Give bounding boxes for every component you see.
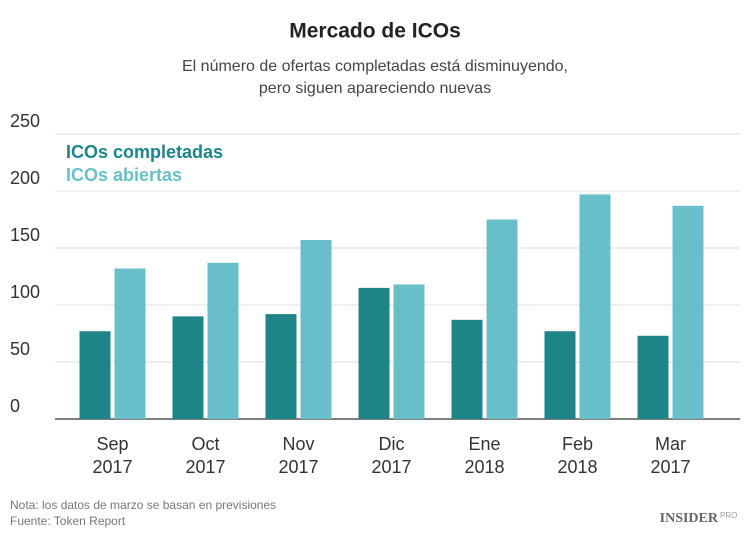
- bar: [265, 314, 297, 419]
- y-tick-label: 0: [10, 396, 20, 416]
- bar: [358, 287, 390, 419]
- chart-title: Mercado de ICOs: [289, 20, 461, 43]
- legend-label: ICOs completadas: [66, 142, 223, 162]
- bar: [486, 219, 518, 419]
- x-tick-label: Feb 2018: [557, 434, 597, 477]
- bar: [172, 316, 204, 419]
- bar: [79, 331, 111, 419]
- bar: [393, 284, 425, 419]
- note: Nota: los datos de marzo se basan en pre…: [10, 498, 276, 512]
- x-tick-label: Sep 2017: [92, 434, 132, 477]
- y-tick-label: 150: [10, 225, 40, 245]
- bar: [451, 319, 483, 419]
- legend-label: ICOs abiertas: [66, 165, 182, 185]
- y-tick-label: 100: [10, 282, 40, 302]
- x-tick-label: Nov 2017: [278, 434, 318, 477]
- chart-subtitle: El número de ofertas completadas está di…: [182, 58, 568, 75]
- bar: [544, 331, 576, 419]
- bar: [637, 335, 669, 419]
- chart-subtitle: pero siguen apareciendo nuevas: [259, 80, 491, 97]
- logo-sub: PRO: [720, 511, 737, 520]
- bar: [300, 240, 332, 419]
- y-tick-label: 50: [10, 339, 30, 359]
- y-tick-label: 200: [10, 168, 40, 188]
- bar: [579, 194, 611, 419]
- note: Fuente: Token Report: [10, 514, 126, 528]
- x-tick-label: Ene 2018: [464, 434, 504, 477]
- bar: [672, 205, 704, 419]
- bar: [207, 262, 239, 419]
- bar: [114, 268, 146, 419]
- x-tick-label: Mar 2017: [650, 434, 690, 477]
- x-tick-label: Oct 2017: [185, 434, 225, 477]
- y-tick-label: 250: [10, 111, 40, 131]
- x-tick-label: Dic 2017: [371, 434, 411, 477]
- logo: INSIDER: [660, 511, 719, 526]
